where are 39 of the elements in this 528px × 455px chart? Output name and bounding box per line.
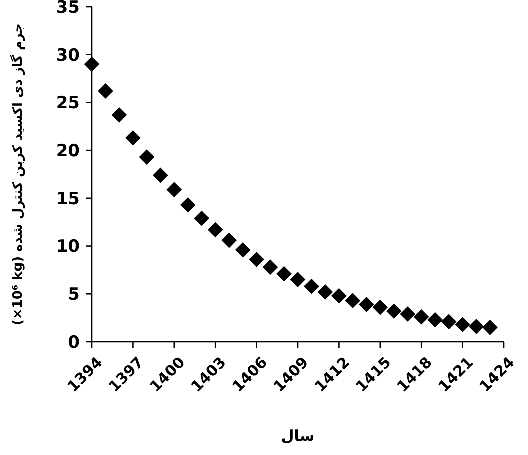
y-tick-label: 5: [68, 285, 80, 306]
point: [262, 260, 278, 276]
y-tick-label: 15: [56, 189, 80, 210]
y-tick-label: 20: [56, 142, 80, 162]
point: [468, 319, 484, 334]
point: [332, 288, 347, 304]
point: [249, 252, 264, 268]
y-tick-label: 30: [56, 46, 80, 66]
y-tick-label: 10: [56, 237, 80, 258]
point: [180, 197, 196, 213]
point: [276, 266, 292, 282]
y-tick-label: 0: [68, 332, 80, 353]
point: [455, 317, 470, 332]
point: [441, 314, 457, 330]
point: [345, 293, 361, 309]
point: [372, 300, 388, 316]
point: [98, 84, 114, 99]
y-tick-label: 35: [56, 0, 80, 18]
point: [222, 232, 238, 248]
point: [194, 210, 210, 226]
point: [139, 150, 155, 165]
point: [482, 320, 498, 336]
point: [428, 312, 444, 328]
point: [235, 242, 251, 258]
point: [290, 272, 306, 288]
point: [166, 182, 182, 198]
x-axis-title: سال: [281, 427, 315, 445]
point: [126, 130, 141, 146]
point: [358, 297, 374, 312]
point: [386, 304, 402, 320]
point: [304, 278, 320, 294]
point: [400, 306, 416, 322]
point: [84, 56, 100, 72]
point: [208, 222, 224, 238]
point: [318, 284, 334, 300]
point: [112, 107, 128, 123]
point: [414, 309, 430, 325]
y-tick-label: 25: [56, 94, 80, 114]
point: [152, 168, 168, 184]
